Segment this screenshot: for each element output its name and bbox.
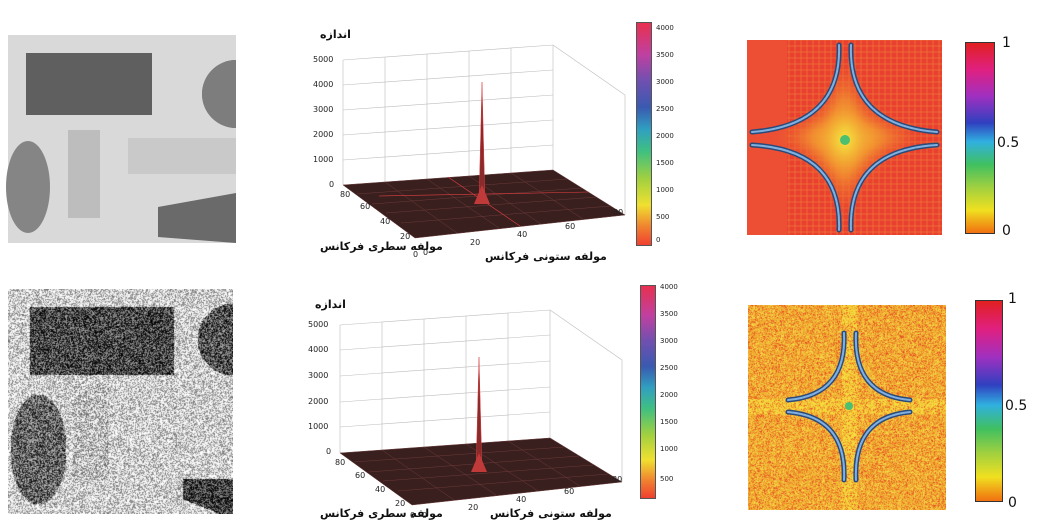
z-tick: 5000 [308, 320, 328, 329]
cb-tick: 0 [656, 236, 660, 244]
cb-tick: 2000 [656, 132, 674, 140]
shape-ellipse [6, 141, 50, 233]
col-tick: 20 [468, 503, 478, 512]
cb-tick: 3000 [656, 78, 674, 86]
row-axis-title: مولفه سطری فرکانس [320, 507, 443, 520]
row-tick: 80 [340, 190, 350, 199]
col-tick: 20 [470, 238, 480, 247]
cb-tick: 0.5 [997, 135, 1019, 151]
colorbar-gradient [640, 285, 656, 499]
cb-tick: 0 [1008, 495, 1017, 511]
row-tick: 40 [375, 485, 385, 494]
surface-plot-noisy: اندازه 5000 4000 3000 2000 1000 0 80 60 … [290, 285, 635, 522]
cb-tick: 2500 [660, 364, 678, 372]
col-tick: 40 [516, 495, 526, 504]
cb-tick: 500 [660, 475, 673, 483]
shape-rect-long [128, 138, 236, 174]
col-tick: 60 [564, 487, 574, 496]
shape-rect-tall [68, 130, 100, 218]
cb-tick: 1500 [656, 159, 674, 167]
cb-tick: 4000 [656, 24, 674, 32]
center-marker [845, 402, 853, 410]
z-tick: 2000 [308, 397, 328, 406]
map-clean [747, 40, 942, 235]
cb-tick: 1 [1002, 35, 1011, 51]
cb-tick: 1000 [660, 445, 678, 453]
noisy-image [8, 289, 233, 514]
z-axis-title: اندازه [315, 298, 346, 311]
colorbar-gradient [636, 22, 652, 246]
z-tick: 4000 [308, 345, 328, 354]
shape-rect-dark [26, 53, 152, 115]
z-tick: 0 [326, 447, 331, 456]
map-colorbar-clean: 1 0.5 0 [965, 37, 1025, 242]
z-axis-title: اندازه [320, 28, 351, 41]
z-tick: 4000 [313, 80, 333, 89]
z-tick: 5000 [313, 55, 333, 64]
z-tick: 2000 [313, 130, 333, 139]
row-tick: 40 [380, 217, 390, 226]
z-tick: 3000 [308, 371, 328, 380]
surface-colorbar-noisy: 4000 3500 3000 2500 2000 1500 1000 500 [640, 285, 700, 500]
col-axis-title: مولفه ستونی فرکانس [485, 250, 607, 263]
cb-tick: 3500 [660, 310, 678, 318]
col-tick: 80 [612, 475, 622, 484]
col-tick: 60 [565, 222, 575, 231]
surface-plot-clean: اندازه 5000 4000 3000 2000 1000 0 80 60 … [295, 20, 640, 265]
colorbar-gradient [965, 42, 995, 234]
map-noisy [748, 305, 946, 510]
map-colorbar-noisy: 1 0.5 0 [975, 295, 1035, 515]
row-tick: 60 [360, 202, 370, 211]
colorbar-gradient [975, 300, 1003, 502]
col-tick: 80 [613, 208, 623, 217]
cb-tick: 500 [656, 213, 669, 221]
center-marker [840, 135, 850, 145]
cb-tick: 4000 [660, 283, 678, 291]
z-tick: 0 [329, 180, 334, 189]
col-tick: 40 [517, 230, 527, 239]
row-tick: 60 [355, 471, 365, 480]
cb-tick: 0.5 [1005, 398, 1027, 414]
cb-tick: 0 [1002, 223, 1011, 239]
cb-tick: 1500 [660, 418, 678, 426]
row-axis-title: مولفه سطری فرکانس [320, 240, 443, 253]
cb-tick: 1000 [656, 186, 674, 194]
cb-tick: 3000 [660, 337, 678, 345]
row-tick: 80 [335, 458, 345, 467]
clean-image [8, 35, 236, 243]
cb-tick: 1 [1008, 291, 1017, 307]
col-axis-title: مولفه ستونی فرکانس [490, 507, 612, 520]
z-tick: 1000 [313, 155, 333, 164]
surface-colorbar-clean: 4000 3500 3000 2500 2000 1500 1000 500 0 [636, 22, 696, 247]
cb-tick: 2500 [656, 105, 674, 113]
cb-tick: 2000 [660, 391, 678, 399]
z-tick: 1000 [308, 422, 328, 431]
cb-tick: 3500 [656, 51, 674, 59]
z-tick: 3000 [313, 105, 333, 114]
